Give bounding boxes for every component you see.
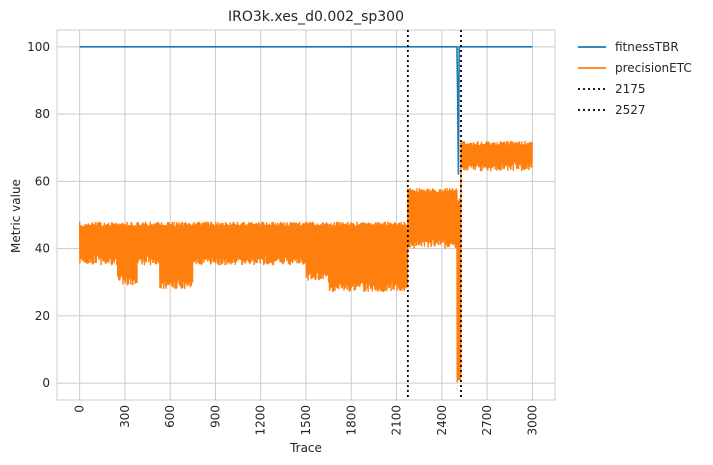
series-line-precisionETC	[78, 141, 533, 383]
y-axis-ticks: 0 20 40 60 80 100	[27, 40, 50, 390]
y-tick-label: 80	[35, 107, 50, 121]
y-tick-label: 40	[35, 242, 50, 256]
y-tick-label: 60	[35, 174, 50, 188]
x-tick-label: 0	[73, 405, 87, 413]
x-tick-label: 300	[118, 405, 132, 428]
x-axis-label: Trace	[289, 441, 322, 455]
plot-area	[56, 29, 556, 401]
x-tick-label: 900	[208, 405, 222, 428]
series-layer	[78, 46, 533, 383]
legend-label: 2527	[615, 103, 646, 117]
y-tick-label: 0	[42, 376, 50, 390]
legend-label: fitnessTBR	[615, 40, 679, 54]
grid	[57, 30, 555, 400]
x-tick-label: 2400	[435, 405, 449, 436]
x-axis-ticks: 0 300 600 900 1200 1500 1800 2100 2400 2700 3000	[73, 405, 540, 436]
series-line-fitnessTBR	[79, 46, 533, 175]
x-tick-label: 3000	[525, 405, 539, 436]
x-tick-label: 1200	[254, 405, 268, 436]
legend: fitnessTBR precisionETC 2175 2527	[578, 40, 692, 117]
chart-title: IRO3k.xes_d0.002_sp300	[228, 9, 404, 25]
x-tick-label: 1800	[344, 405, 358, 436]
x-tick-label: 2100	[390, 405, 404, 436]
y-tick-label: 100	[27, 40, 50, 54]
y-axis-label: Metric value	[9, 179, 23, 253]
x-tick-label: 1500	[299, 405, 313, 436]
x-tick-label: 2700	[480, 405, 494, 436]
vline-layer	[406, 30, 462, 400]
legend-label: precisionETC	[615, 61, 692, 75]
x-tick-label: 600	[163, 405, 177, 428]
legend-label: 2175	[615, 82, 646, 96]
y-tick-label: 20	[35, 309, 50, 323]
